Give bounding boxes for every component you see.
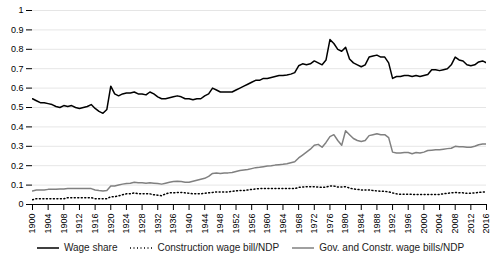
- svg-text:0.7: 0.7: [11, 64, 24, 74]
- svg-text:1916: 1916: [90, 214, 100, 234]
- html-text:Construction wage bill/NDP: Construction wage bill/NDP: [157, 242, 280, 253]
- svg-text:1988: 1988: [372, 214, 382, 234]
- html-text:Wage share: Wage share: [63, 242, 118, 253]
- svg-text:1976: 1976: [325, 214, 335, 234]
- svg-text:1984: 1984: [356, 214, 366, 234]
- svg-text:0.3: 0.3: [11, 141, 24, 151]
- svg-text:1908: 1908: [59, 214, 69, 234]
- svg-text:1924: 1924: [121, 214, 131, 234]
- svg-text:1932: 1932: [153, 214, 163, 234]
- svg-text:1940: 1940: [184, 214, 194, 234]
- svg-text:1956: 1956: [247, 214, 257, 234]
- svg-text:1972: 1972: [309, 214, 319, 234]
- html-text:Gov. and Constr. wage bills/ND: Gov. and Constr. wage bills/NDP: [319, 242, 465, 253]
- svg-text:1912: 1912: [74, 214, 84, 234]
- svg-text:2012: 2012: [466, 214, 476, 234]
- svg-text:0.5: 0.5: [11, 102, 24, 112]
- svg-text:1900: 1900: [27, 214, 37, 234]
- svg-text:1996: 1996: [403, 214, 413, 234]
- svg-text:0: 0: [18, 199, 23, 209]
- svg-text:2000: 2000: [419, 214, 429, 234]
- svg-text:1960: 1960: [262, 214, 272, 234]
- svg-text:1: 1: [18, 5, 23, 15]
- svg-text:1928: 1928: [137, 214, 147, 234]
- svg-text:2008: 2008: [450, 214, 460, 234]
- svg-text:1980: 1980: [340, 214, 350, 234]
- svg-text:1948: 1948: [215, 214, 225, 234]
- svg-text:1920: 1920: [106, 214, 116, 234]
- svg-text:0.9: 0.9: [11, 25, 24, 35]
- svg-text:1952: 1952: [231, 214, 241, 234]
- svg-text:0.8: 0.8: [11, 44, 24, 54]
- svg-text:1944: 1944: [200, 214, 210, 234]
- svg-text:0.4: 0.4: [11, 122, 24, 132]
- svg-text:2016: 2016: [481, 214, 491, 234]
- svg-text:2004: 2004: [434, 214, 444, 234]
- svg-text:1936: 1936: [168, 214, 178, 234]
- svg-text:0.1: 0.1: [11, 180, 24, 190]
- svg-text:1904: 1904: [43, 214, 53, 234]
- svg-text:0.6: 0.6: [11, 83, 24, 93]
- svg-text:1968: 1968: [294, 214, 304, 234]
- svg-text:0.2: 0.2: [11, 161, 24, 171]
- svg-text:1964: 1964: [278, 214, 288, 234]
- svg-text:1992: 1992: [387, 214, 397, 234]
